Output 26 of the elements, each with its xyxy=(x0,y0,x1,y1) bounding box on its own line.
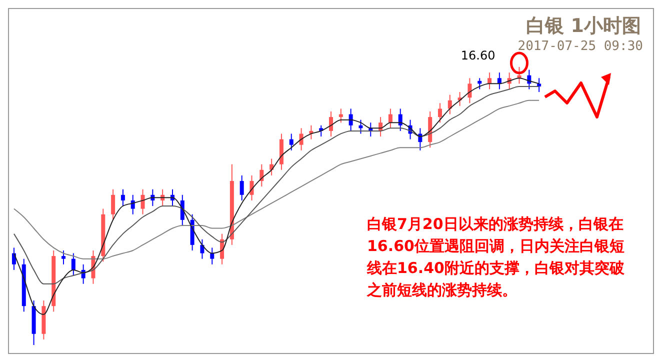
candlestick xyxy=(120,188,125,206)
candlestick xyxy=(438,102,442,124)
text: 2017-07-25 09:30 xyxy=(518,39,643,54)
candlestick xyxy=(348,108,353,132)
text: 白银 1小时图 xyxy=(526,14,641,39)
candlestick xyxy=(497,72,502,90)
candlestick xyxy=(210,247,214,265)
candlestick xyxy=(299,128,304,151)
candlestick xyxy=(200,238,204,260)
annotation: 白银7月20日以来的涨势持续，白银在16.60位置遇阻回调，日内关注白银短线在16.40附近的支撑，白银对其突破之前短线的涨势持续。 xyxy=(367,214,626,301)
candlestick xyxy=(71,252,76,276)
candlestick xyxy=(537,78,542,93)
candlestick xyxy=(62,250,66,265)
candlestick xyxy=(388,108,392,129)
text: 16.60 xyxy=(460,48,496,62)
candlestick xyxy=(111,188,116,220)
candlestick xyxy=(289,133,294,151)
candlestick xyxy=(338,108,343,124)
candlestick xyxy=(140,188,145,215)
candlestick xyxy=(250,174,254,201)
candlestick xyxy=(240,174,244,201)
candlestick xyxy=(358,119,363,134)
candlestick xyxy=(329,110,334,137)
candlestick xyxy=(478,78,482,90)
candlestick xyxy=(488,72,492,90)
candlestick xyxy=(468,78,472,104)
